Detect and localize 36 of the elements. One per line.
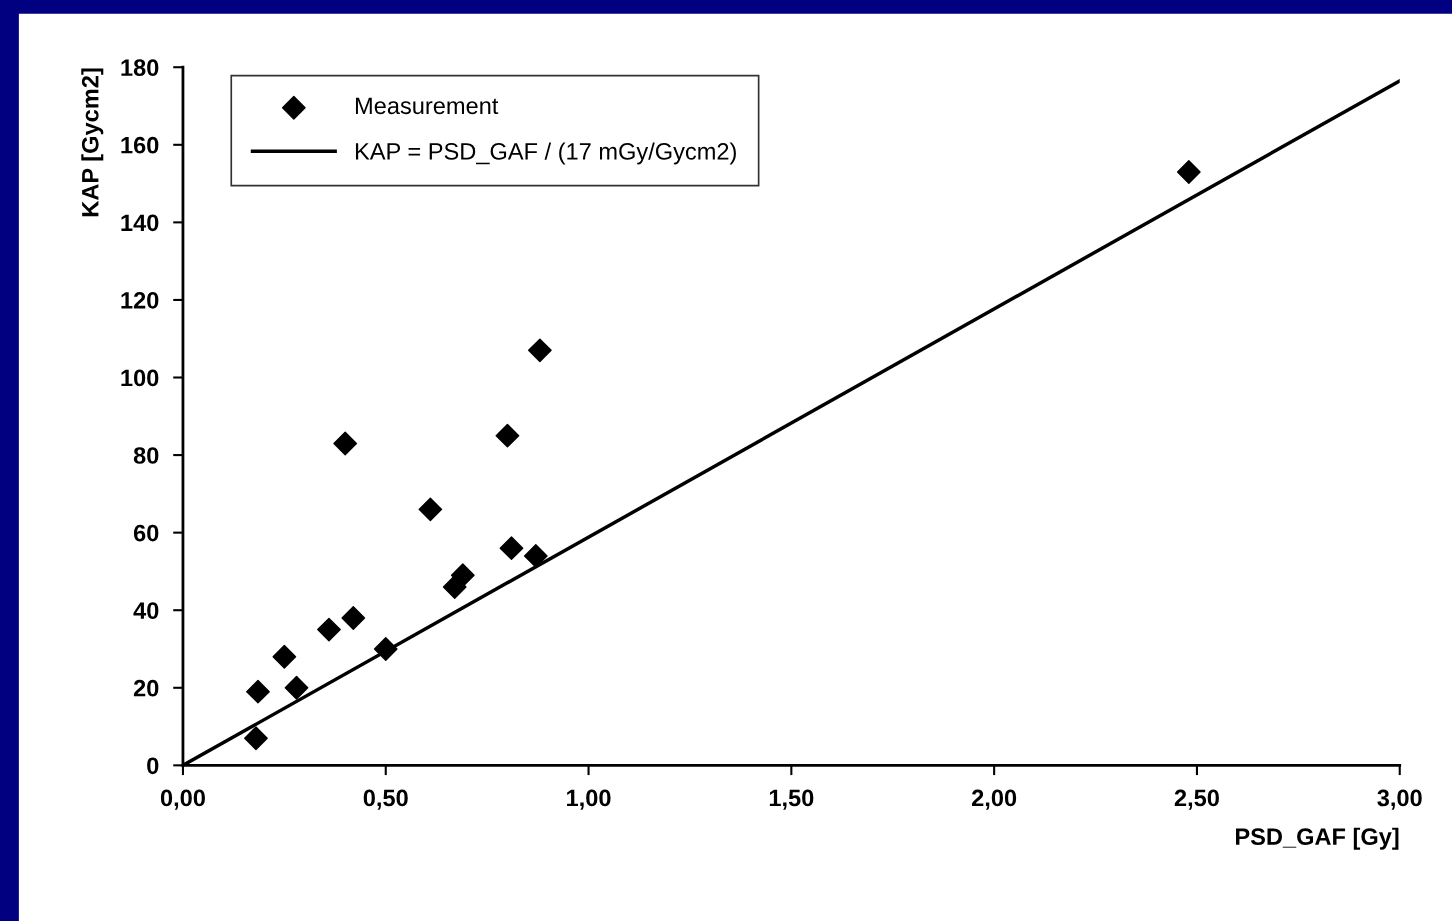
point xyxy=(450,563,475,588)
point xyxy=(1176,160,1201,184)
point xyxy=(418,497,443,522)
y-tick-label: 60 xyxy=(133,524,159,542)
point xyxy=(333,431,358,456)
y-tick-label: 180 xyxy=(121,59,159,77)
point xyxy=(317,617,341,642)
point xyxy=(373,637,398,661)
y-tick-label: 0 xyxy=(147,757,159,775)
point xyxy=(341,606,366,630)
point xyxy=(272,644,297,669)
point xyxy=(523,544,548,568)
point xyxy=(499,536,524,561)
point xyxy=(495,423,520,448)
point xyxy=(244,726,268,751)
legend-label: Measurement xyxy=(355,97,499,115)
x-tick-label: 0,00 xyxy=(160,789,205,810)
y-tick-label: 100 xyxy=(121,369,159,387)
y-axis-title: KAP [Gycm2] xyxy=(81,68,104,217)
legend-label: KAP = PSD_GAF / (17 mGy/Gycm2) xyxy=(355,142,736,165)
y-tick-label: 80 xyxy=(133,447,159,464)
y-tick-label: 20 xyxy=(133,679,159,697)
x-tick-label: 2,00 xyxy=(971,789,1017,810)
x-tick-label: 2,50 xyxy=(1174,789,1219,810)
x-tick-label: 0,50 xyxy=(363,789,408,810)
y-tick-label: 120 xyxy=(121,292,159,309)
point xyxy=(527,338,552,363)
x-tick-label: 1,50 xyxy=(769,789,814,810)
x-tick-label: 3,00 xyxy=(1377,789,1422,810)
y-tick-label: 40 xyxy=(133,602,159,619)
point xyxy=(284,675,309,700)
y-tick-label: 160 xyxy=(121,136,159,154)
x-tick-label: 1,00 xyxy=(567,789,611,810)
x-axis-title: PSD_GAF [Gy] xyxy=(1236,827,1399,850)
y-tick-label: 140 xyxy=(121,214,159,232)
point xyxy=(246,679,270,704)
